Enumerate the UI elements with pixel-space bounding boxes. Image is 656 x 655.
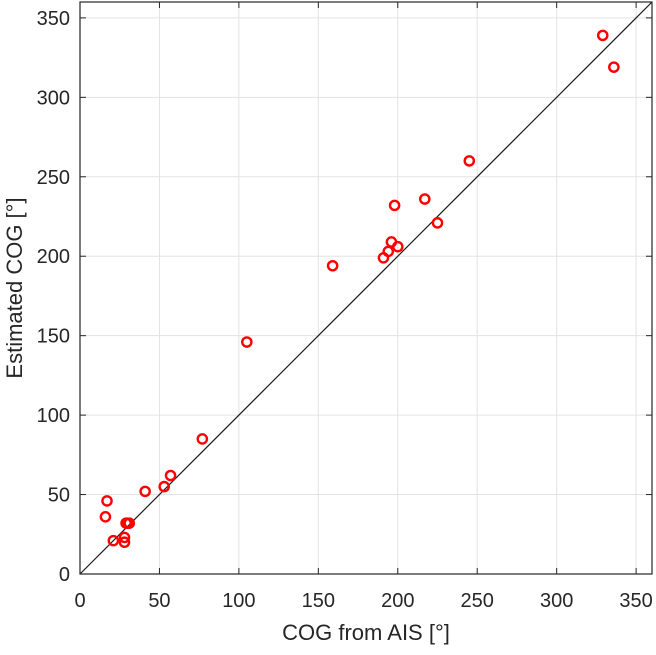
- x-tick-label: 300: [540, 590, 573, 612]
- y-tick-label: 100: [37, 405, 70, 427]
- y-tick-label: 350: [37, 8, 70, 30]
- data-point: [326, 259, 339, 272]
- y-tick-label: 300: [37, 87, 70, 109]
- x-axis-label: COG from AIS [°]: [282, 620, 450, 645]
- data-point: [107, 534, 120, 547]
- data-points: [99, 29, 620, 549]
- data-point: [99, 511, 112, 523]
- y-tick-label: 50: [48, 485, 70, 507]
- x-ticks: 0 50 100 150 200 250 300 350: [74, 2, 653, 612]
- y-tick-label: 150: [37, 326, 70, 348]
- identity-line: [79, 1, 653, 575]
- x-tick-label: 350: [619, 590, 652, 612]
- y-tick-label: 0: [59, 564, 70, 586]
- x-tick-label: 100: [222, 590, 255, 612]
- data-point: [596, 29, 609, 42]
- x-tick-label: 200: [381, 590, 414, 612]
- data-point: [139, 485, 151, 498]
- y-tick-label: 250: [37, 167, 70, 189]
- x-tick-label: 0: [74, 590, 85, 612]
- data-point: [418, 193, 431, 205]
- data-point: [388, 199, 401, 212]
- data-point: [164, 469, 177, 482]
- data-point: [608, 61, 620, 73]
- data-point: [463, 155, 476, 167]
- data-point: [158, 480, 171, 493]
- x-tick-label: 50: [148, 590, 170, 612]
- data-point: [118, 536, 131, 549]
- grid: [79, 2, 652, 575]
- y-ticks: 0 50 100 150 200 250 300 350: [37, 8, 652, 586]
- data-point: [431, 217, 444, 229]
- data-point: [241, 336, 253, 348]
- data-point: [123, 517, 136, 529]
- x-tick-label: 250: [461, 590, 494, 612]
- data-point: [196, 433, 209, 445]
- data-point: [382, 245, 395, 258]
- plot-frame: [79, 1, 653, 575]
- y-tick-label: 200: [37, 246, 70, 268]
- data-point: [391, 240, 404, 253]
- data-point: [101, 495, 113, 507]
- data-point: [118, 531, 131, 544]
- x-tick-label: 150: [302, 590, 335, 612]
- y-axis-label: Estimated COG [°]: [2, 197, 27, 378]
